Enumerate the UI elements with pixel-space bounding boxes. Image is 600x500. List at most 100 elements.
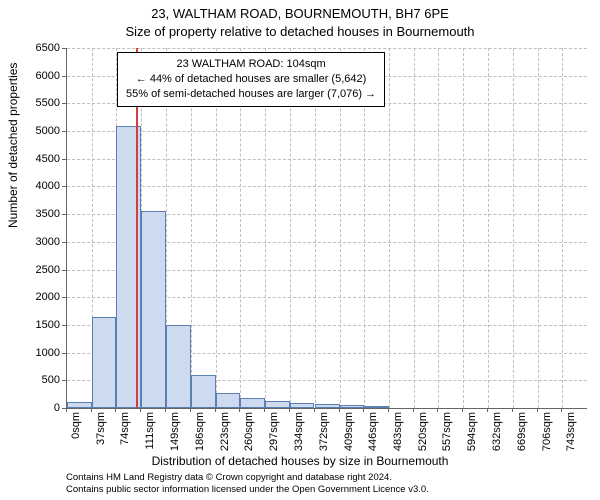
gridline-h (67, 186, 587, 187)
y-tick-mark (62, 270, 66, 271)
x-tick-mark (512, 408, 513, 412)
gridline-v (438, 48, 439, 408)
y-tick-label: 3000 (10, 236, 60, 248)
x-tick-mark (91, 408, 92, 412)
y-tick-mark (62, 159, 66, 160)
x-tick-mark (537, 408, 538, 412)
y-axis-label: Number of detached properties (6, 63, 20, 228)
x-tick-mark (363, 408, 364, 412)
y-tick-label: 6500 (10, 42, 60, 54)
x-tick-mark (462, 408, 463, 412)
y-tick-mark (62, 353, 66, 354)
histogram-bar (240, 398, 265, 408)
x-tick-mark (239, 408, 240, 412)
x-tick-label: 111sqm (144, 412, 156, 450)
histogram-bar (290, 403, 315, 408)
gridline-v (538, 48, 539, 408)
footer-line2: Contains public sector information licen… (66, 484, 429, 496)
x-tick-mark (339, 408, 340, 412)
histogram-bar (265, 401, 290, 408)
x-tick-mark (487, 408, 488, 412)
y-tick-label: 1500 (10, 319, 60, 331)
plot-area: 23 WALTHAM ROAD: 104sqm← 44% of detached… (66, 48, 587, 409)
y-tick-label: 0 (10, 402, 60, 414)
x-tick-label: 409sqm (343, 412, 355, 451)
histogram-bar (92, 317, 117, 408)
chart-title-main: 23, WALTHAM ROAD, BOURNEMOUTH, BH7 6PE (0, 6, 600, 21)
x-tick-label: 37sqm (95, 412, 107, 445)
x-tick-label: 334sqm (293, 412, 305, 451)
x-tick-label: 372sqm (318, 412, 330, 451)
info-box-line2: ← 44% of detached houses are smaller (5,… (126, 72, 376, 87)
x-tick-label: 632sqm (491, 412, 503, 451)
x-tick-mark (215, 408, 216, 412)
x-tick-label: 149sqm (169, 412, 181, 451)
y-tick-label: 6000 (10, 70, 60, 82)
histogram-bar (340, 405, 365, 408)
x-tick-label: 743sqm (565, 412, 577, 451)
x-tick-label: 557sqm (441, 412, 453, 451)
x-tick-label: 669sqm (516, 412, 528, 451)
chart-container: 23, WALTHAM ROAD, BOURNEMOUTH, BH7 6PE S… (0, 0, 600, 500)
y-tick-label: 5000 (10, 125, 60, 137)
x-tick-mark (561, 408, 562, 412)
gridline-v (513, 48, 514, 408)
y-tick-mark (62, 325, 66, 326)
y-tick-mark (62, 103, 66, 104)
y-tick-label: 2000 (10, 291, 60, 303)
x-tick-label: 483sqm (392, 412, 404, 451)
x-tick-label: 186sqm (194, 412, 206, 451)
histogram-bar (364, 406, 389, 408)
histogram-bar (166, 325, 191, 408)
info-box-line3: 55% of semi-detached houses are larger (… (126, 87, 376, 102)
gridline-v (562, 48, 563, 408)
x-tick-label: 223sqm (219, 412, 231, 451)
y-tick-mark (62, 131, 66, 132)
y-tick-label: 3500 (10, 208, 60, 220)
y-tick-label: 1000 (10, 347, 60, 359)
x-tick-mark (437, 408, 438, 412)
histogram-bar (141, 211, 166, 408)
x-tick-label: 706sqm (541, 412, 553, 451)
x-tick-mark (115, 408, 116, 412)
x-tick-mark (388, 408, 389, 412)
footer-text: Contains HM Land Registry data © Crown c… (66, 472, 429, 496)
gridline-h (67, 131, 587, 132)
x-tick-mark (264, 408, 265, 412)
chart-title-sub: Size of property relative to detached ho… (0, 24, 600, 39)
x-tick-mark (165, 408, 166, 412)
x-tick-label: 260sqm (243, 412, 255, 451)
x-tick-label: 74sqm (119, 412, 131, 445)
histogram-bar (67, 402, 92, 408)
histogram-bar (315, 404, 340, 408)
gridline-v (389, 48, 390, 408)
y-tick-label: 5500 (10, 97, 60, 109)
gridline-v (463, 48, 464, 408)
x-tick-mark (66, 408, 67, 412)
gridline-v (488, 48, 489, 408)
x-tick-mark (413, 408, 414, 412)
histogram-bar (216, 393, 241, 409)
y-tick-label: 4000 (10, 180, 60, 192)
x-tick-mark (314, 408, 315, 412)
y-tick-mark (62, 76, 66, 77)
x-axis-label: Distribution of detached houses by size … (0, 454, 600, 468)
x-tick-mark (190, 408, 191, 412)
x-tick-label: 594sqm (466, 412, 478, 451)
footer-line1: Contains HM Land Registry data © Crown c… (66, 472, 429, 484)
x-tick-mark (289, 408, 290, 412)
info-box: 23 WALTHAM ROAD: 104sqm← 44% of detached… (117, 52, 385, 107)
y-tick-mark (62, 48, 66, 49)
info-box-line1: 23 WALTHAM ROAD: 104sqm (126, 57, 376, 72)
x-tick-label: 0sqm (70, 412, 82, 439)
x-tick-label: 297sqm (268, 412, 280, 451)
y-tick-label: 4500 (10, 153, 60, 165)
histogram-bar (191, 375, 216, 408)
x-tick-mark (140, 408, 141, 412)
gridline-h (67, 159, 587, 160)
y-tick-mark (62, 214, 66, 215)
gridline-v (414, 48, 415, 408)
x-tick-label: 520sqm (417, 412, 429, 451)
y-tick-mark (62, 242, 66, 243)
y-tick-mark (62, 297, 66, 298)
